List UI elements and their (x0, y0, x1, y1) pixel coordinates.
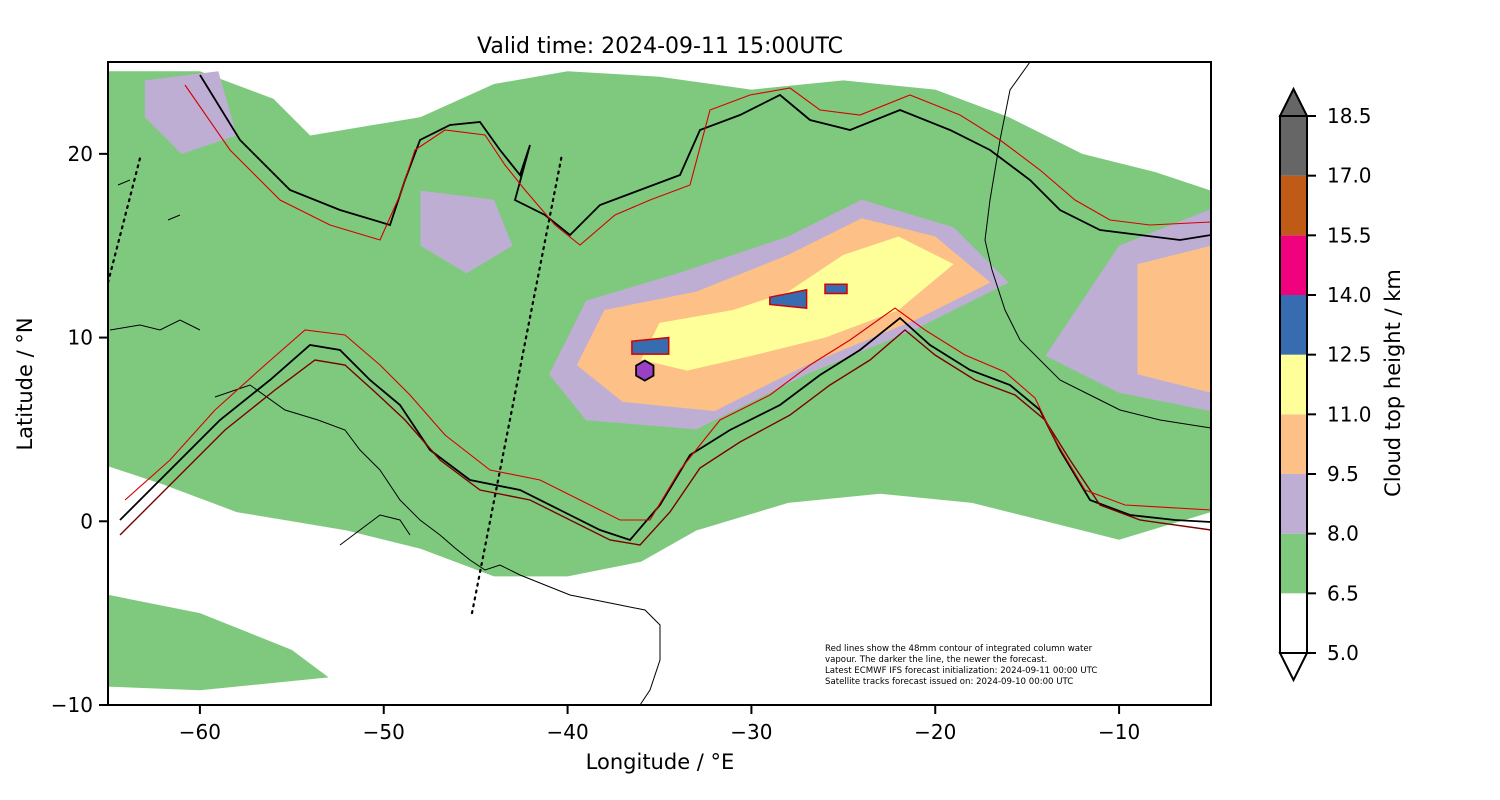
colorbar-outline (1279, 115, 1308, 654)
x-tick-label-0: −60 (179, 720, 221, 744)
y-tick-label-2: 10 (68, 326, 93, 350)
cloud-region-6.5-8.0 (108, 594, 329, 691)
x-tick-label-4: −20 (914, 720, 956, 744)
caribbean-islands (109, 179, 411, 546)
colorbar-tick-label-8: 17.0 (1327, 164, 1372, 188)
africa-coastline (984, 62, 1211, 429)
cloud-region-12.5-14.0 (824, 283, 848, 295)
colorbar-tick-label-9: 18.5 (1327, 104, 1372, 128)
iwv-contour-older-1 (119, 329, 1211, 546)
hexagon-marker (635, 359, 655, 382)
colorbar-swatch-6.5 (1280, 533, 1307, 594)
chart-title: Valid time: 2024-09-11 15:00UTC (477, 34, 843, 59)
note-line-3: Latest ECMWF IFS forecast initialization… (825, 666, 1097, 676)
cloud-region-8.0-9.5 (144, 71, 237, 154)
iwv-contour-north-older (184, 84, 1211, 246)
water-vapour-contours (119, 74, 1211, 546)
colorbar-swatch-12.5 (1280, 295, 1307, 355)
x-tick-label-1: −50 (363, 720, 405, 744)
note-line-4: Satellite tracks forecast issued on: 202… (825, 677, 1073, 687)
note-line-2: vapour. The darker the line, the newer t… (825, 655, 1047, 665)
colorbar-swatch-8.0 (1280, 474, 1307, 534)
x-tick-label-2: −40 (546, 720, 588, 744)
markers (635, 359, 655, 382)
annotation-note: Red lines show the 48mm contour of integ… (825, 644, 1097, 687)
colorbar-tick-label-5: 12.5 (1327, 343, 1372, 367)
y-tick-label-0: −10 (51, 693, 93, 717)
colorbar-tick-label-3: 9.5 (1327, 462, 1359, 486)
y-axis-label: Latitude / °N (13, 317, 37, 450)
colorbar-tick-label-0: 5.0 (1327, 641, 1359, 665)
colorbar-swatch-5.0 (1280, 593, 1307, 653)
colorbar: 5.0 6.5 8.0 9.5 11.0 12.5 14.0 15.5 17.0 18.5 (1278, 86, 1372, 683)
map-frame (107, 61, 1212, 706)
colorbar-swatch-17.0 (1280, 116, 1307, 176)
colorbar-extend-top (1278, 86, 1309, 117)
satellite-track-1 (108, 152, 143, 284)
y-axis: −10 0 10 20 (51, 142, 108, 717)
colorbar-tick-label-6: 14.0 (1327, 283, 1372, 307)
cloud-region-8.0-9.5 (420, 190, 513, 274)
colorbar-swatch-14.0 (1280, 235, 1307, 295)
colorbar-extend-bottom (1278, 652, 1309, 683)
colorbar-tick-label-4: 11.0 (1327, 402, 1372, 426)
x-axis-label: Longitude / °E (586, 750, 735, 774)
cloud-region-12.5-14.0 (769, 288, 808, 310)
iwv-contour-older-2 (124, 307, 1211, 521)
south-america-coastline (214, 384, 661, 705)
colorbar-tick-label-2: 8.0 (1327, 522, 1359, 546)
colorbar-tick-label-7: 15.5 (1327, 223, 1372, 247)
colorbar-swatch-11.0 (1280, 354, 1307, 415)
y-tick-label-1: 0 (80, 509, 93, 533)
coastlines (109, 62, 1211, 705)
colorbar-tick-label-1: 6.5 (1327, 581, 1359, 605)
note-line-1: Red lines show the 48mm contour of integ… (825, 644, 1093, 654)
x-tick-label-3: −30 (730, 720, 772, 744)
cloud-top-height-field (108, 71, 1211, 691)
map-area (108, 62, 1211, 705)
x-tick-label-5: −10 (1098, 720, 1140, 744)
x-axis: −60 −50 −40 −30 −20 −10 (179, 705, 1140, 744)
satellite-tracks (108, 152, 564, 615)
colorbar-swatch-9.5 (1280, 414, 1307, 474)
cloud-region-9.5-11.0 (1137, 245, 1211, 393)
colorbar-swatch-15.5 (1280, 175, 1307, 236)
y-tick-label-3: 20 (68, 142, 93, 166)
cloud-region-12.5-14.0 (631, 336, 670, 355)
satellite-track-2 (470, 152, 564, 615)
colorbar-label: Cloud top height / km (1381, 269, 1405, 497)
